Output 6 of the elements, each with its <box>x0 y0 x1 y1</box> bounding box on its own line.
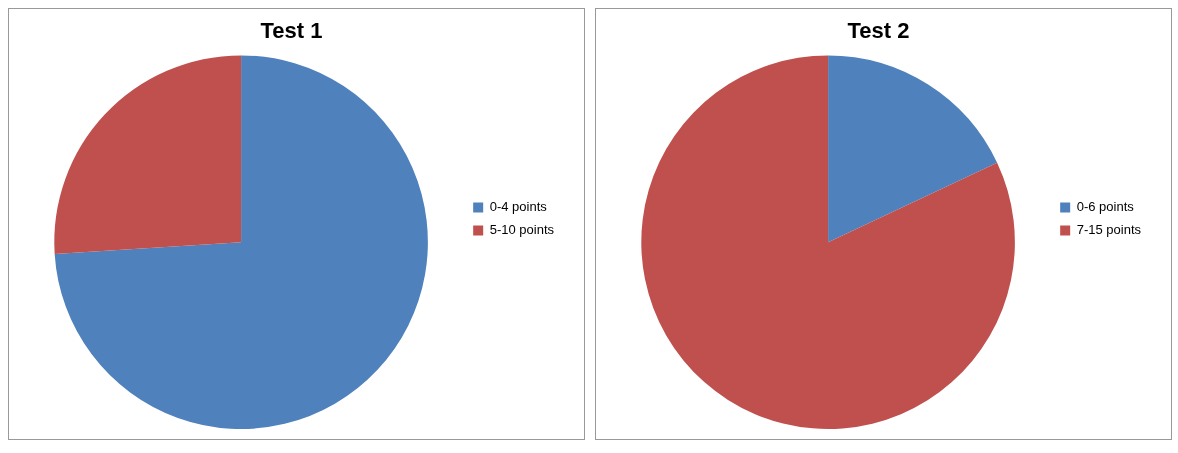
legend-label: 0-4 points <box>489 199 548 215</box>
chart-title: Test 2 <box>847 18 910 44</box>
legend-label: 7-15 points <box>1076 222 1142 238</box>
legend-label: 0-6 points <box>1076 199 1135 215</box>
legend-label: 5-10 points <box>489 222 555 238</box>
chart-title: Test 1 <box>260 18 323 44</box>
